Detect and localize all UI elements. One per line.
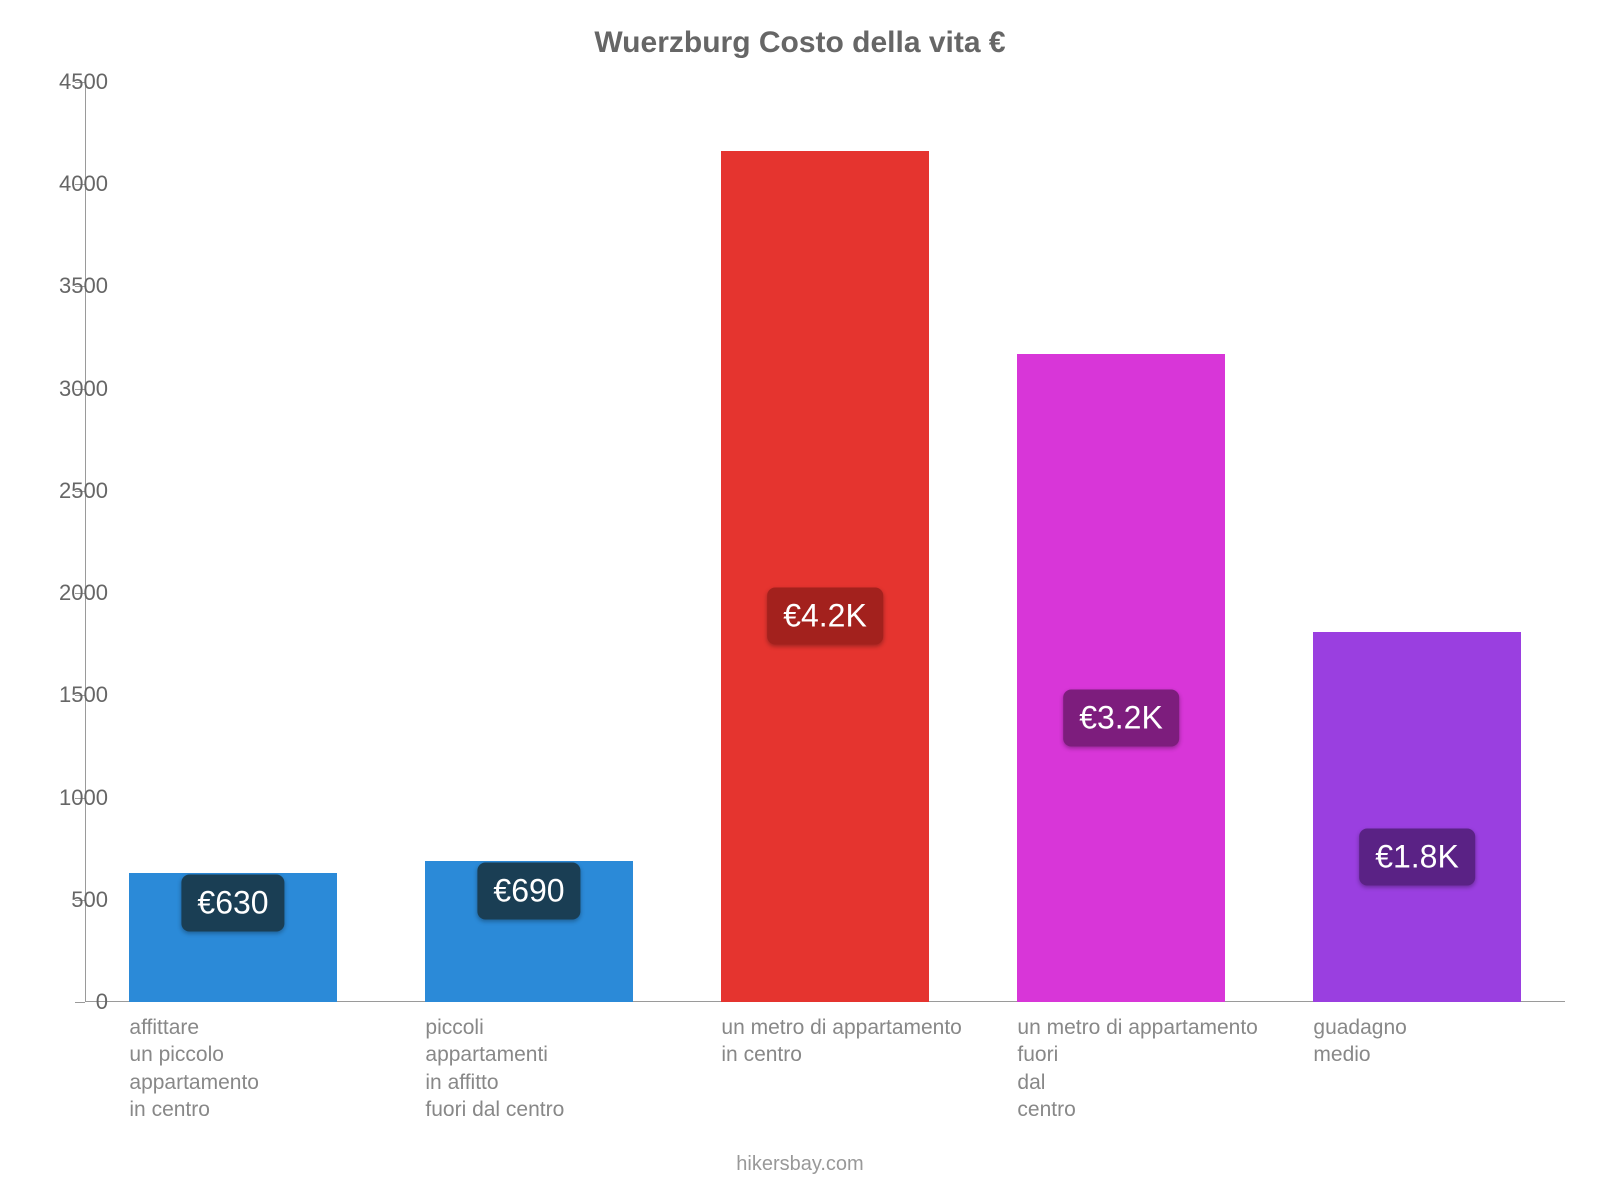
x-category-label: affittare un piccolo appartamento in cen… [129,1014,259,1123]
bar [1313,632,1520,1002]
y-tick-label: 4500 [48,69,108,95]
value-badge: €4.2K [767,588,883,645]
y-tick-label: 3000 [48,376,108,402]
value-badge: €1.8K [1359,828,1475,885]
bar [1017,354,1224,1002]
y-tick-label: 2500 [48,478,108,504]
y-tick-label: 1500 [48,682,108,708]
plot-area: €630affittare un piccolo appartamento in… [85,82,1565,1002]
x-category-label: guadagno medio [1313,1014,1406,1069]
y-tick-label: 1000 [48,785,108,811]
y-axis-line [85,82,86,1002]
value-badge: €3.2K [1063,689,1179,746]
value-badge: €630 [181,875,284,932]
y-tick-label: 4000 [48,171,108,197]
bar [721,151,928,1003]
value-badge: €690 [477,862,580,919]
x-category-label: un metro di appartamento fuori dal centr… [1017,1014,1257,1123]
y-tick-label: 500 [48,887,108,913]
y-tick-label: 0 [48,989,108,1015]
attribution-text: hikersbay.com [0,1153,1600,1176]
x-category-label: piccoli appartamenti in affitto fuori da… [425,1014,564,1123]
chart-container: Wuerzburg Costo della vita € €630affitta… [0,0,1600,1200]
y-tick-label: 2000 [48,580,108,606]
x-category-label: un metro di appartamento in centro [721,1014,961,1069]
chart-title: Wuerzburg Costo della vita € [0,26,1600,60]
y-tick-label: 3500 [48,273,108,299]
